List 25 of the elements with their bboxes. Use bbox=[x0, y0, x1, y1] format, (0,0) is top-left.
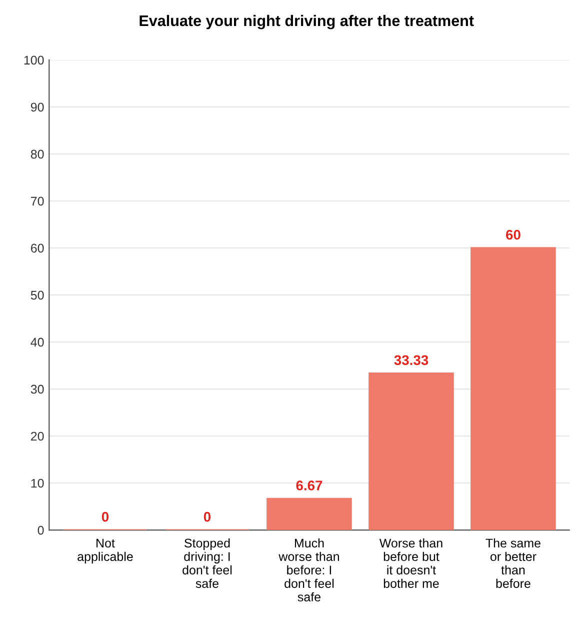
bar bbox=[368, 372, 454, 530]
y-tick-label: 60 bbox=[31, 244, 44, 253]
x-tick-label: The same or better than before bbox=[486, 538, 540, 588]
x-tick-label: Not applicable bbox=[78, 538, 133, 564]
x-tick-label: Much worse than before: I don't feel safe bbox=[278, 538, 339, 602]
x-tick-label: Worse than before but it doesn't bother me bbox=[379, 538, 442, 588]
y-tick-label: 30 bbox=[30, 384, 44, 394]
x-tick-label: Stopped driving: I don't feel safe bbox=[182, 538, 232, 588]
chart-title: Evaluate your night driving after the treatment bbox=[140, 14, 474, 30]
y-tick-label: 90 bbox=[30, 102, 44, 112]
data-label: 60 bbox=[506, 230, 520, 240]
data-label: 33.33 bbox=[394, 355, 428, 366]
data-label: 0 bbox=[204, 512, 211, 522]
y-tick-label: 50 bbox=[30, 290, 44, 300]
y-tick-label: 100 bbox=[24, 56, 44, 65]
y-tick-label: 10 bbox=[31, 478, 44, 488]
y-tick-label: 40 bbox=[30, 338, 44, 347]
y-tick-label: 70 bbox=[31, 196, 44, 206]
bar bbox=[266, 498, 352, 530]
data-label: 0 bbox=[102, 512, 109, 522]
bar bbox=[470, 247, 556, 530]
data-label: 6.67 bbox=[296, 480, 322, 490]
y-tick-label: 80 bbox=[30, 150, 44, 159]
y-tick-label: 20 bbox=[30, 432, 44, 441]
y-tick-label: 0 bbox=[38, 526, 44, 535]
